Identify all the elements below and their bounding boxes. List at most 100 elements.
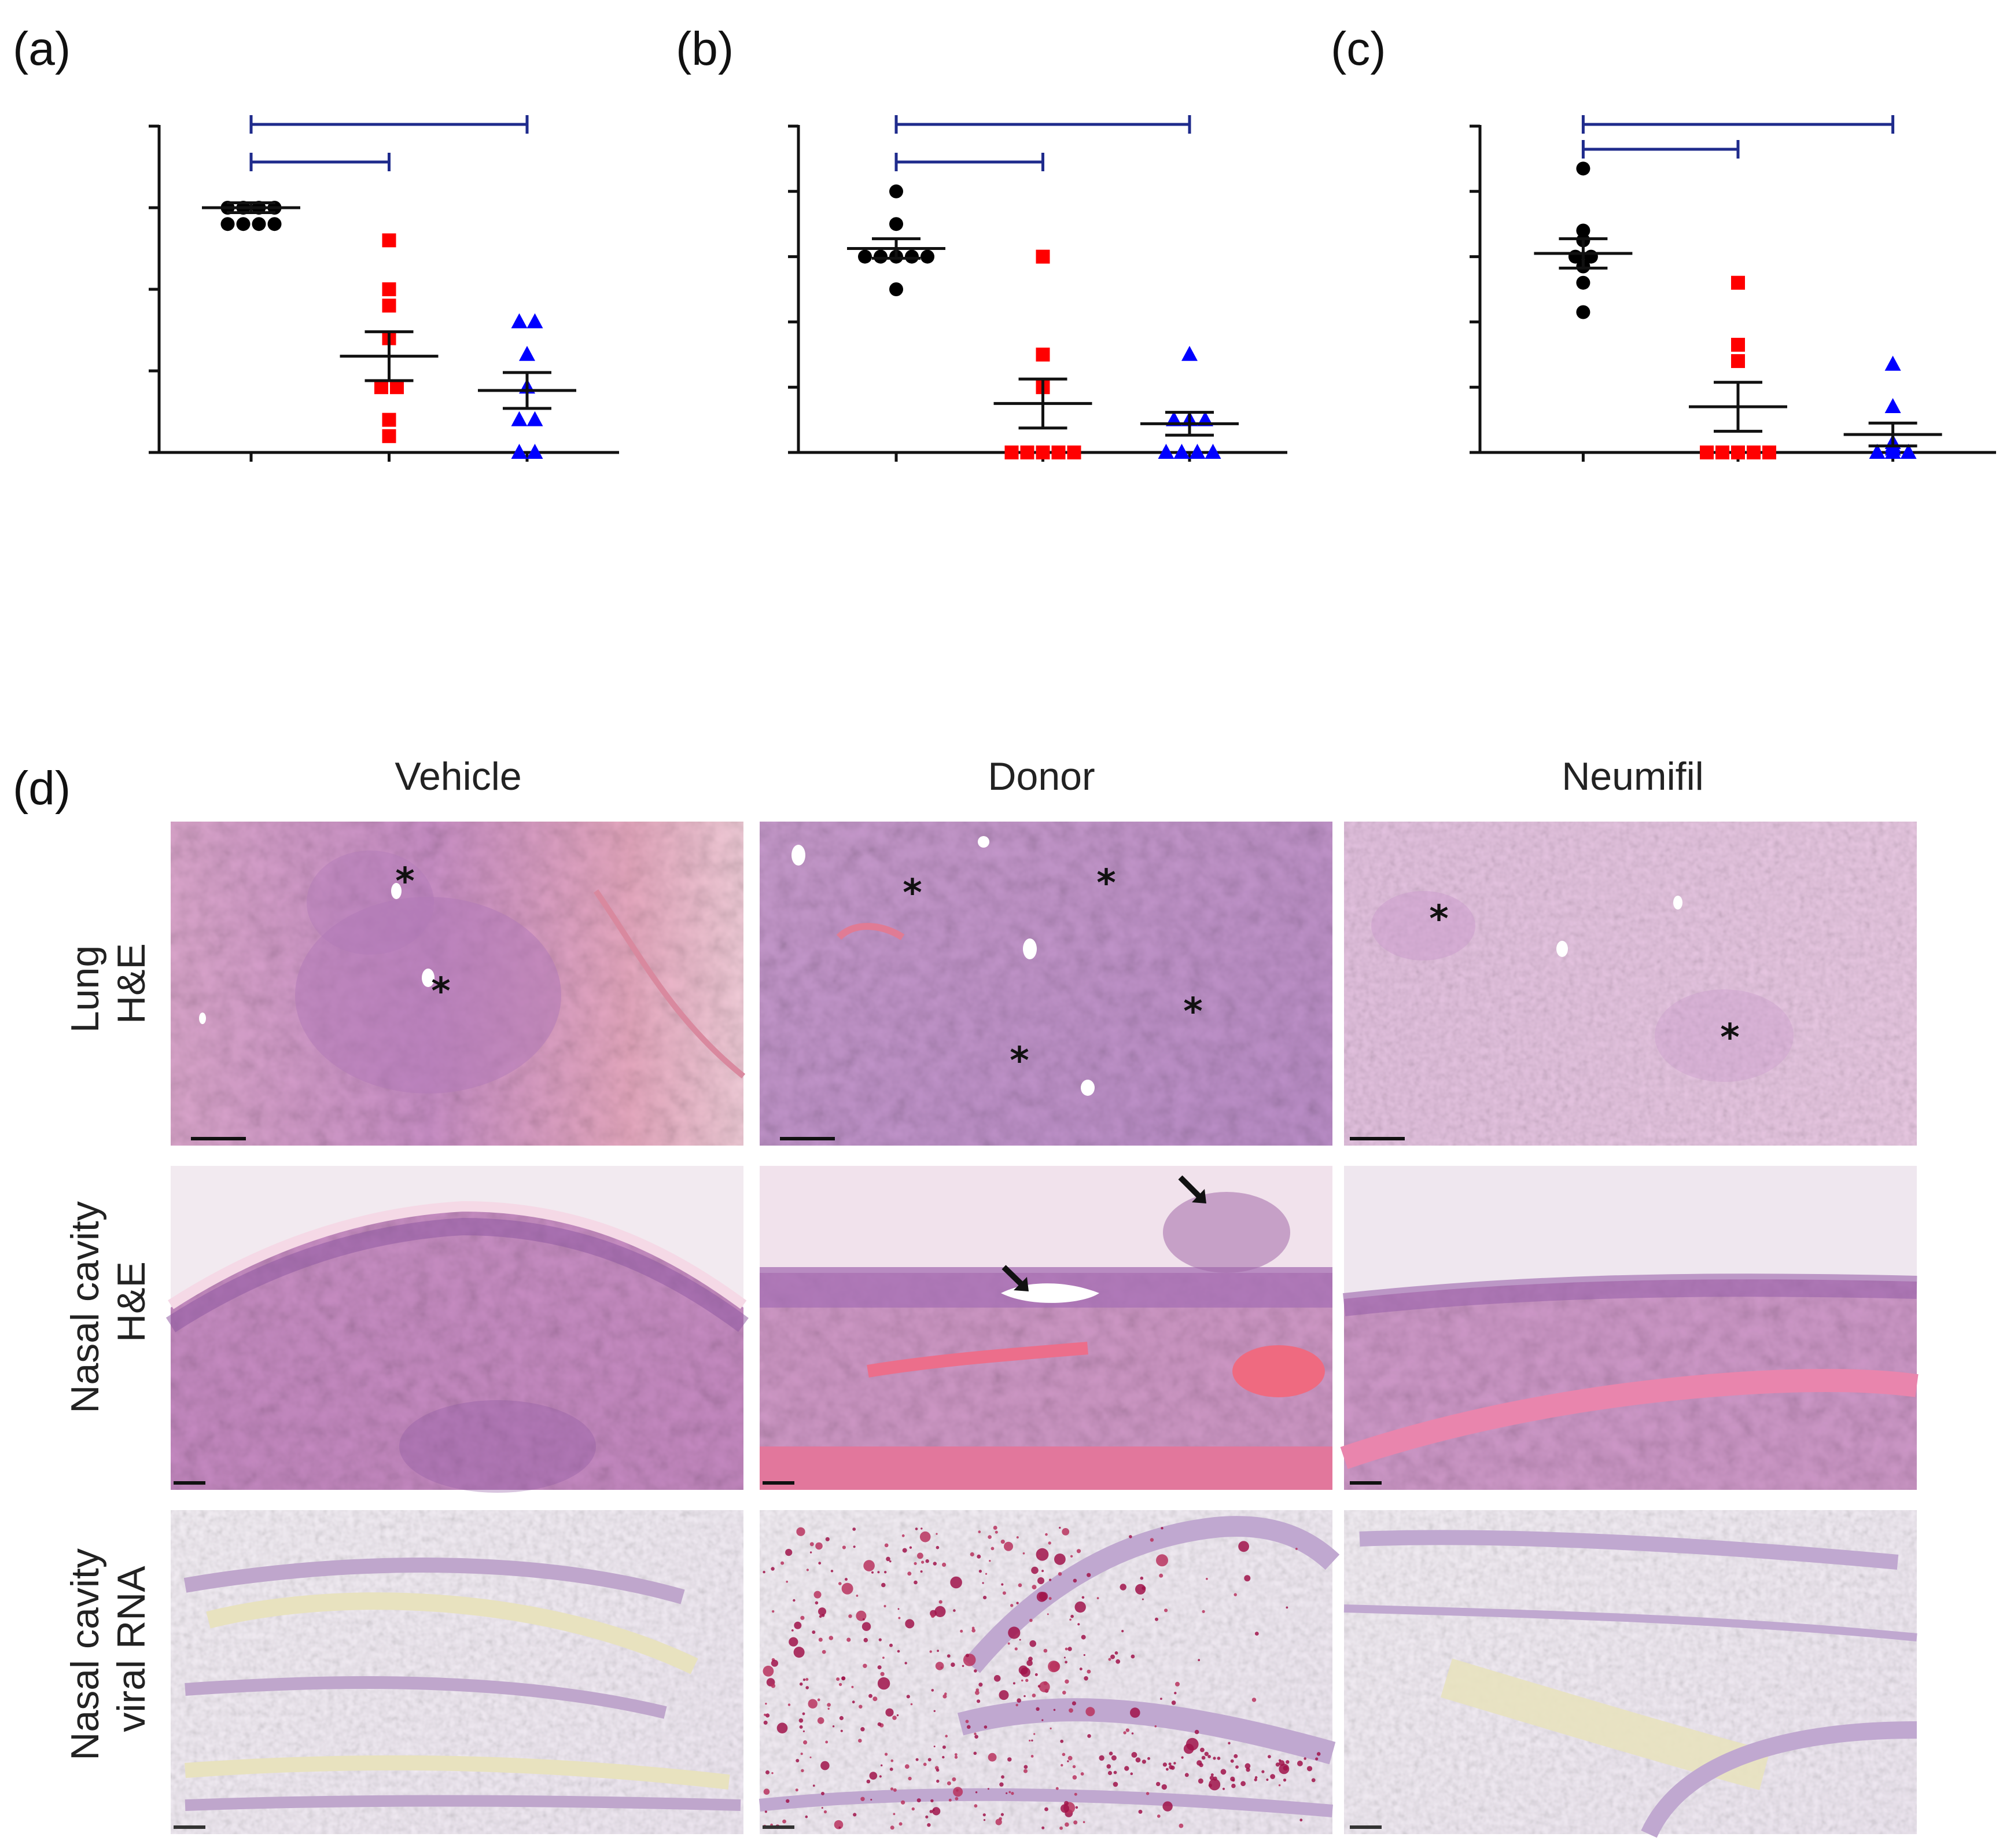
rna-stain-dot bbox=[1022, 1552, 1025, 1555]
rna-stain-dot bbox=[842, 1545, 846, 1549]
rna-stain-dot bbox=[772, 1610, 775, 1613]
rna-stain-dot bbox=[967, 1725, 971, 1729]
rna-stain-dot bbox=[932, 1807, 941, 1816]
rna-stain-dot bbox=[1008, 1791, 1011, 1794]
data-point bbox=[382, 429, 396, 443]
viral-rna-signal bbox=[763, 1526, 1321, 1830]
rna-stain-dot bbox=[1278, 1784, 1281, 1787]
rna-stain-dot bbox=[915, 1758, 919, 1761]
rna-stain-dot bbox=[1017, 1698, 1021, 1703]
rna-stain-dot bbox=[982, 1813, 986, 1817]
rna-stain-dot bbox=[1131, 1732, 1134, 1735]
rna-stain-dot bbox=[771, 1659, 778, 1667]
rna-stain-dot bbox=[1198, 1778, 1203, 1784]
rna-stain-dot bbox=[975, 1690, 980, 1695]
rna-stain-dot bbox=[945, 1735, 948, 1737]
rna-stain-dot bbox=[1254, 1778, 1257, 1781]
lesion-marker: * bbox=[431, 970, 450, 1013]
rna-stain-dot bbox=[780, 1561, 785, 1565]
rna-stain-dot bbox=[902, 1548, 907, 1553]
rna-stain-dot bbox=[1023, 1695, 1026, 1698]
rna-stain-dot bbox=[936, 1533, 938, 1535]
rna-stain-dot bbox=[877, 1571, 880, 1574]
rna-stain-dot bbox=[938, 1600, 942, 1604]
rna-stain-dot bbox=[927, 1823, 931, 1827]
rna-stain-dot bbox=[1164, 1608, 1168, 1613]
rna-stain-dot bbox=[1283, 1765, 1288, 1771]
rna-stain-dot bbox=[1125, 1728, 1130, 1732]
rna-stain-dot bbox=[1059, 1826, 1063, 1830]
rna-stain-dot bbox=[1018, 1583, 1022, 1588]
rna-stain-dot bbox=[1083, 1821, 1085, 1823]
rna-stain-dot bbox=[827, 1707, 830, 1710]
rna-stain-dot bbox=[1045, 1533, 1048, 1536]
rna-stain-dot bbox=[1044, 1807, 1048, 1812]
rna-stain-dot bbox=[1061, 1804, 1069, 1813]
rna-stain-dot bbox=[1244, 1575, 1251, 1582]
rna-stain-dot bbox=[1028, 1656, 1033, 1662]
rna-stain-dot bbox=[870, 1799, 872, 1801]
rna-stain-dot bbox=[809, 1551, 812, 1554]
rna-stain-dot bbox=[915, 1527, 918, 1530]
rna-stain-dot bbox=[955, 1797, 959, 1801]
rna-stain-dot bbox=[785, 1549, 793, 1556]
rna-stain-dot bbox=[1058, 1572, 1062, 1576]
rna-stain-dot bbox=[1061, 1764, 1063, 1767]
rna-stain-dot bbox=[813, 1591, 822, 1599]
rna-stain-dot bbox=[1016, 1602, 1019, 1604]
rna-stain-dot bbox=[863, 1560, 875, 1571]
rna-stain-dot bbox=[936, 1768, 940, 1772]
rna-stain-dot bbox=[1245, 1763, 1251, 1769]
rna-stain-dot bbox=[904, 1662, 907, 1665]
rna-stain-dot bbox=[907, 1571, 912, 1576]
rna-stain-dot bbox=[885, 1753, 888, 1756]
rna-stain-dot bbox=[921, 1527, 923, 1530]
rna-stain-dot bbox=[1238, 1541, 1250, 1552]
data-point bbox=[1189, 444, 1206, 459]
data-point bbox=[526, 313, 543, 329]
rna-stain-dot bbox=[800, 1753, 803, 1755]
data-point bbox=[1900, 444, 1917, 459]
rna-stain-dot bbox=[799, 1682, 803, 1686]
rna-stain-dot bbox=[886, 1556, 890, 1562]
rna-stain-dot bbox=[1135, 1757, 1141, 1763]
rna-stain-dot bbox=[1184, 1773, 1189, 1777]
micrograph-nasal-donor bbox=[760, 1166, 1332, 1490]
rna-stain-dot bbox=[974, 1735, 978, 1739]
rna-stain-dot bbox=[1074, 1792, 1077, 1796]
rna-stain-dot bbox=[1311, 1778, 1316, 1783]
data-point bbox=[1036, 347, 1050, 362]
rna-stain-dot bbox=[859, 1705, 863, 1709]
rna-stain-dot bbox=[1072, 1701, 1076, 1706]
rna-stain-dot bbox=[1106, 1764, 1111, 1769]
rna-stain-dot bbox=[1156, 1554, 1168, 1567]
rna-stain-dot bbox=[1054, 1554, 1066, 1565]
rna-stain-dot bbox=[863, 1637, 868, 1643]
rna-stain-dot bbox=[1023, 1769, 1028, 1773]
rna-stain-dot bbox=[794, 1621, 802, 1629]
rna-stain-dot bbox=[1063, 1656, 1066, 1659]
rna-stain-dot bbox=[1110, 1654, 1115, 1659]
rna-stain-dot bbox=[901, 1534, 905, 1537]
data-point bbox=[382, 282, 396, 296]
rna-stain-dot bbox=[1081, 1596, 1085, 1599]
rna-stain-dot bbox=[975, 1688, 980, 1692]
rna-stain-dot bbox=[809, 1756, 812, 1758]
rna-stain-dot bbox=[1048, 1541, 1051, 1545]
rna-stain-dot bbox=[1147, 1757, 1150, 1760]
data-point bbox=[1576, 223, 1590, 238]
rna-stain-dot bbox=[1012, 1682, 1015, 1685]
rna-stain-dot bbox=[999, 1782, 1004, 1787]
rna-stain-dot bbox=[789, 1637, 798, 1647]
rna-stain-dot bbox=[841, 1582, 853, 1595]
rna-stain-dot bbox=[1072, 1765, 1076, 1769]
rna-stain-dot bbox=[1254, 1776, 1258, 1779]
micrograph-lung-donor bbox=[760, 822, 1332, 1146]
data-point bbox=[511, 313, 528, 329]
rna-stain-dot bbox=[817, 1717, 824, 1724]
data-point bbox=[1715, 446, 1729, 459]
rna-stain-dot bbox=[868, 1694, 872, 1698]
rna-stain-dot bbox=[1286, 1760, 1290, 1764]
rna-stain-dot bbox=[815, 1601, 819, 1605]
rna-stain-dot bbox=[1065, 1661, 1067, 1664]
